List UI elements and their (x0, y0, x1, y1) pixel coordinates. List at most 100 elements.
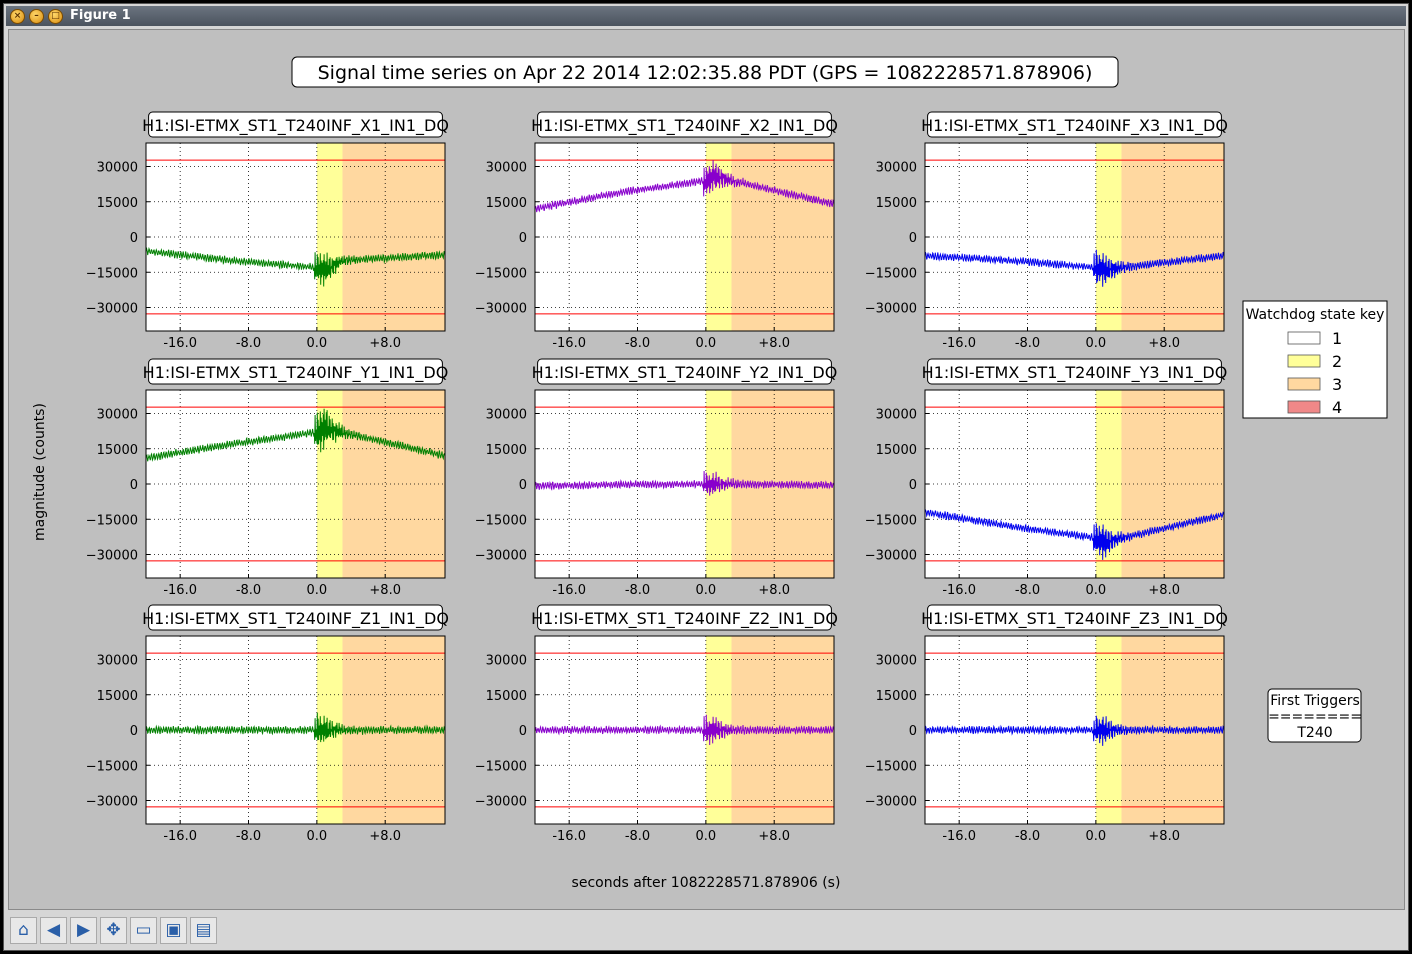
x-tick-label: +8.0 (758, 583, 790, 598)
subplot-2: -16.0 -8.0 0.0 +8.0 30000 15000 0 −15000 −30000 H… (475, 111, 838, 351)
subplot-4: -16.0 -8.0 0.0 +8.0 30000 15000 0 −15000 −30000 H… (86, 358, 448, 598)
subplot-3: -16.0 -8.0 0.0 +8.0 30000 15000 0 −15000 −30000 H… (865, 111, 1228, 351)
series-line (145, 246, 446, 287)
subplot-title-box (537, 111, 832, 138)
minimize-window-icon[interactable]: – (29, 9, 44, 24)
y-tick-label: −30000 (475, 795, 527, 810)
x-tick-label: 0.0 (696, 336, 717, 351)
legend-swatch-1 (1287, 331, 1321, 345)
y-tick-label: 15000 (486, 443, 527, 458)
first-triggers-box: First Triggers ======== T240 (1267, 688, 1362, 743)
y-tick-label: 30000 (97, 161, 138, 176)
y-tick-label: −15000 (475, 759, 527, 774)
x-tick-label: 0.0 (307, 583, 328, 598)
axes-frame (145, 142, 446, 332)
y-tick-label: 30000 (876, 654, 917, 669)
x-tick-label: -16.0 (942, 829, 976, 844)
subplot-title: H1:ISI-ETMX_ST1_T240INF_Z2_IN1_DQ (531, 609, 838, 629)
legend-title: Watchdog state key (1246, 307, 1385, 323)
subplot-6: -16.0 -8.0 0.0 +8.0 30000 15000 0 −15000 −30000 H… (865, 358, 1227, 598)
y-tick-label: 15000 (486, 689, 527, 704)
x-tick-label: -8.0 (1015, 583, 1040, 598)
y-tick-label: 15000 (97, 689, 138, 704)
subplot-title-box (148, 358, 443, 385)
y-tick-label: −15000 (865, 759, 917, 774)
series-line (145, 408, 446, 462)
x-tick-label: -16.0 (163, 583, 197, 598)
x-tick-label: -16.0 (942, 336, 976, 351)
y-tick-label: 30000 (97, 408, 138, 423)
y-tick-label: 30000 (97, 654, 138, 669)
subplot-5: -16.0 -8.0 0.0 +8.0 30000 15000 0 −15000 −30000 H… (475, 358, 838, 598)
y-tick-label: 0 (909, 231, 917, 246)
series-line (924, 249, 1225, 287)
x-tick-label: 0.0 (307, 829, 328, 844)
x-tick-label: +8.0 (1148, 829, 1180, 844)
back-icon[interactable]: ◀ (40, 917, 67, 944)
subplot-title-box (927, 358, 1222, 385)
series-line (534, 470, 835, 496)
navigation-toolbar: ⌂ ◀ ▶ ✥ ▭ ▣ ▤ (8, 914, 1405, 948)
y-tick-label: 0 (519, 231, 527, 246)
first-triggers-separator: ======== (1268, 709, 1362, 725)
subplot-title: H1:ISI-ETMX_ST1_T240INF_Z1_IN1_DQ (142, 609, 449, 629)
figure-canvas: Signal time series on Apr 22 2014 12:02:… (8, 29, 1405, 910)
subplot-title-box (927, 604, 1222, 631)
zoom-icon[interactable]: ▭ (130, 917, 157, 944)
y-tick-label: 0 (909, 478, 917, 493)
suptitle-box: Signal time series on Apr 22 2014 12:02:… (291, 56, 1119, 88)
axes-frame (145, 635, 446, 825)
x-tick-label: -8.0 (236, 583, 261, 598)
x-tick-label: -8.0 (236, 336, 261, 351)
x-tick-label: 0.0 (696, 583, 717, 598)
x-tick-label: -16.0 (552, 336, 586, 351)
forward-icon[interactable]: ▶ (70, 917, 97, 944)
pan-icon[interactable]: ✥ (100, 917, 127, 944)
state-band-3 (342, 143, 445, 331)
axes-frame (924, 635, 1225, 825)
y-tick-label: 15000 (876, 443, 917, 458)
y-tick-label: 15000 (97, 196, 138, 211)
legend-label-1: 1 (1332, 329, 1342, 348)
x-tick-label: +8.0 (758, 336, 790, 351)
x-tick-label: -16.0 (552, 829, 586, 844)
subplot-title-box (148, 604, 443, 631)
x-tick-label: -8.0 (236, 829, 261, 844)
home-icon[interactable]: ⌂ (10, 917, 37, 944)
series-line (534, 714, 835, 746)
subplot-title-box (537, 604, 832, 631)
axes-frame (924, 389, 1225, 579)
state-band-3 (342, 390, 445, 578)
x-tick-label: -16.0 (552, 583, 586, 598)
subplot-8: -16.0 -8.0 0.0 +8.0 30000 15000 0 −15000 −30000 H… (475, 604, 838, 844)
y-tick-label: 0 (130, 478, 138, 493)
y-tick-label: −15000 (86, 266, 138, 281)
axes-frame (534, 142, 835, 332)
save-icon[interactable]: ▤ (190, 917, 217, 944)
x-tick-label: +8.0 (369, 583, 401, 598)
y-tick-label: −30000 (86, 302, 138, 317)
y-tick-label: −30000 (475, 549, 527, 564)
y-tick-label: −15000 (475, 513, 527, 528)
maximize-window-icon[interactable]: □ (48, 9, 63, 24)
legend-swatch-4 (1287, 400, 1321, 414)
y-tick-label: −15000 (865, 266, 917, 281)
y-tick-label: 15000 (876, 196, 917, 211)
figure-plot-area: Signal time series on Apr 22 2014 12:02:… (32, 56, 1388, 891)
configure-subplots-icon[interactable]: ▣ (160, 917, 187, 944)
x-tick-label: -8.0 (625, 336, 650, 351)
watchdog-legend: Watchdog state key 1 2 3 4 (1242, 300, 1388, 419)
legend-label-3: 3 (1332, 375, 1342, 394)
window-titlebar: × – □ Figure 1 (6, 6, 1406, 26)
y-tick-label: −30000 (86, 795, 138, 810)
x-tick-label: +8.0 (758, 829, 790, 844)
x-tick-label: +8.0 (1148, 336, 1180, 351)
y-tick-label: 30000 (486, 408, 527, 423)
y-tick-label: 15000 (486, 196, 527, 211)
series-line (534, 160, 835, 213)
subplot-title: H1:ISI-ETMX_ST1_T240INF_Y2_IN1_DQ (532, 363, 838, 383)
x-tick-label: 0.0 (696, 829, 717, 844)
subplot-title-box (927, 111, 1222, 138)
close-window-icon[interactable]: × (10, 9, 25, 24)
legend-swatch-2 (1287, 354, 1321, 368)
